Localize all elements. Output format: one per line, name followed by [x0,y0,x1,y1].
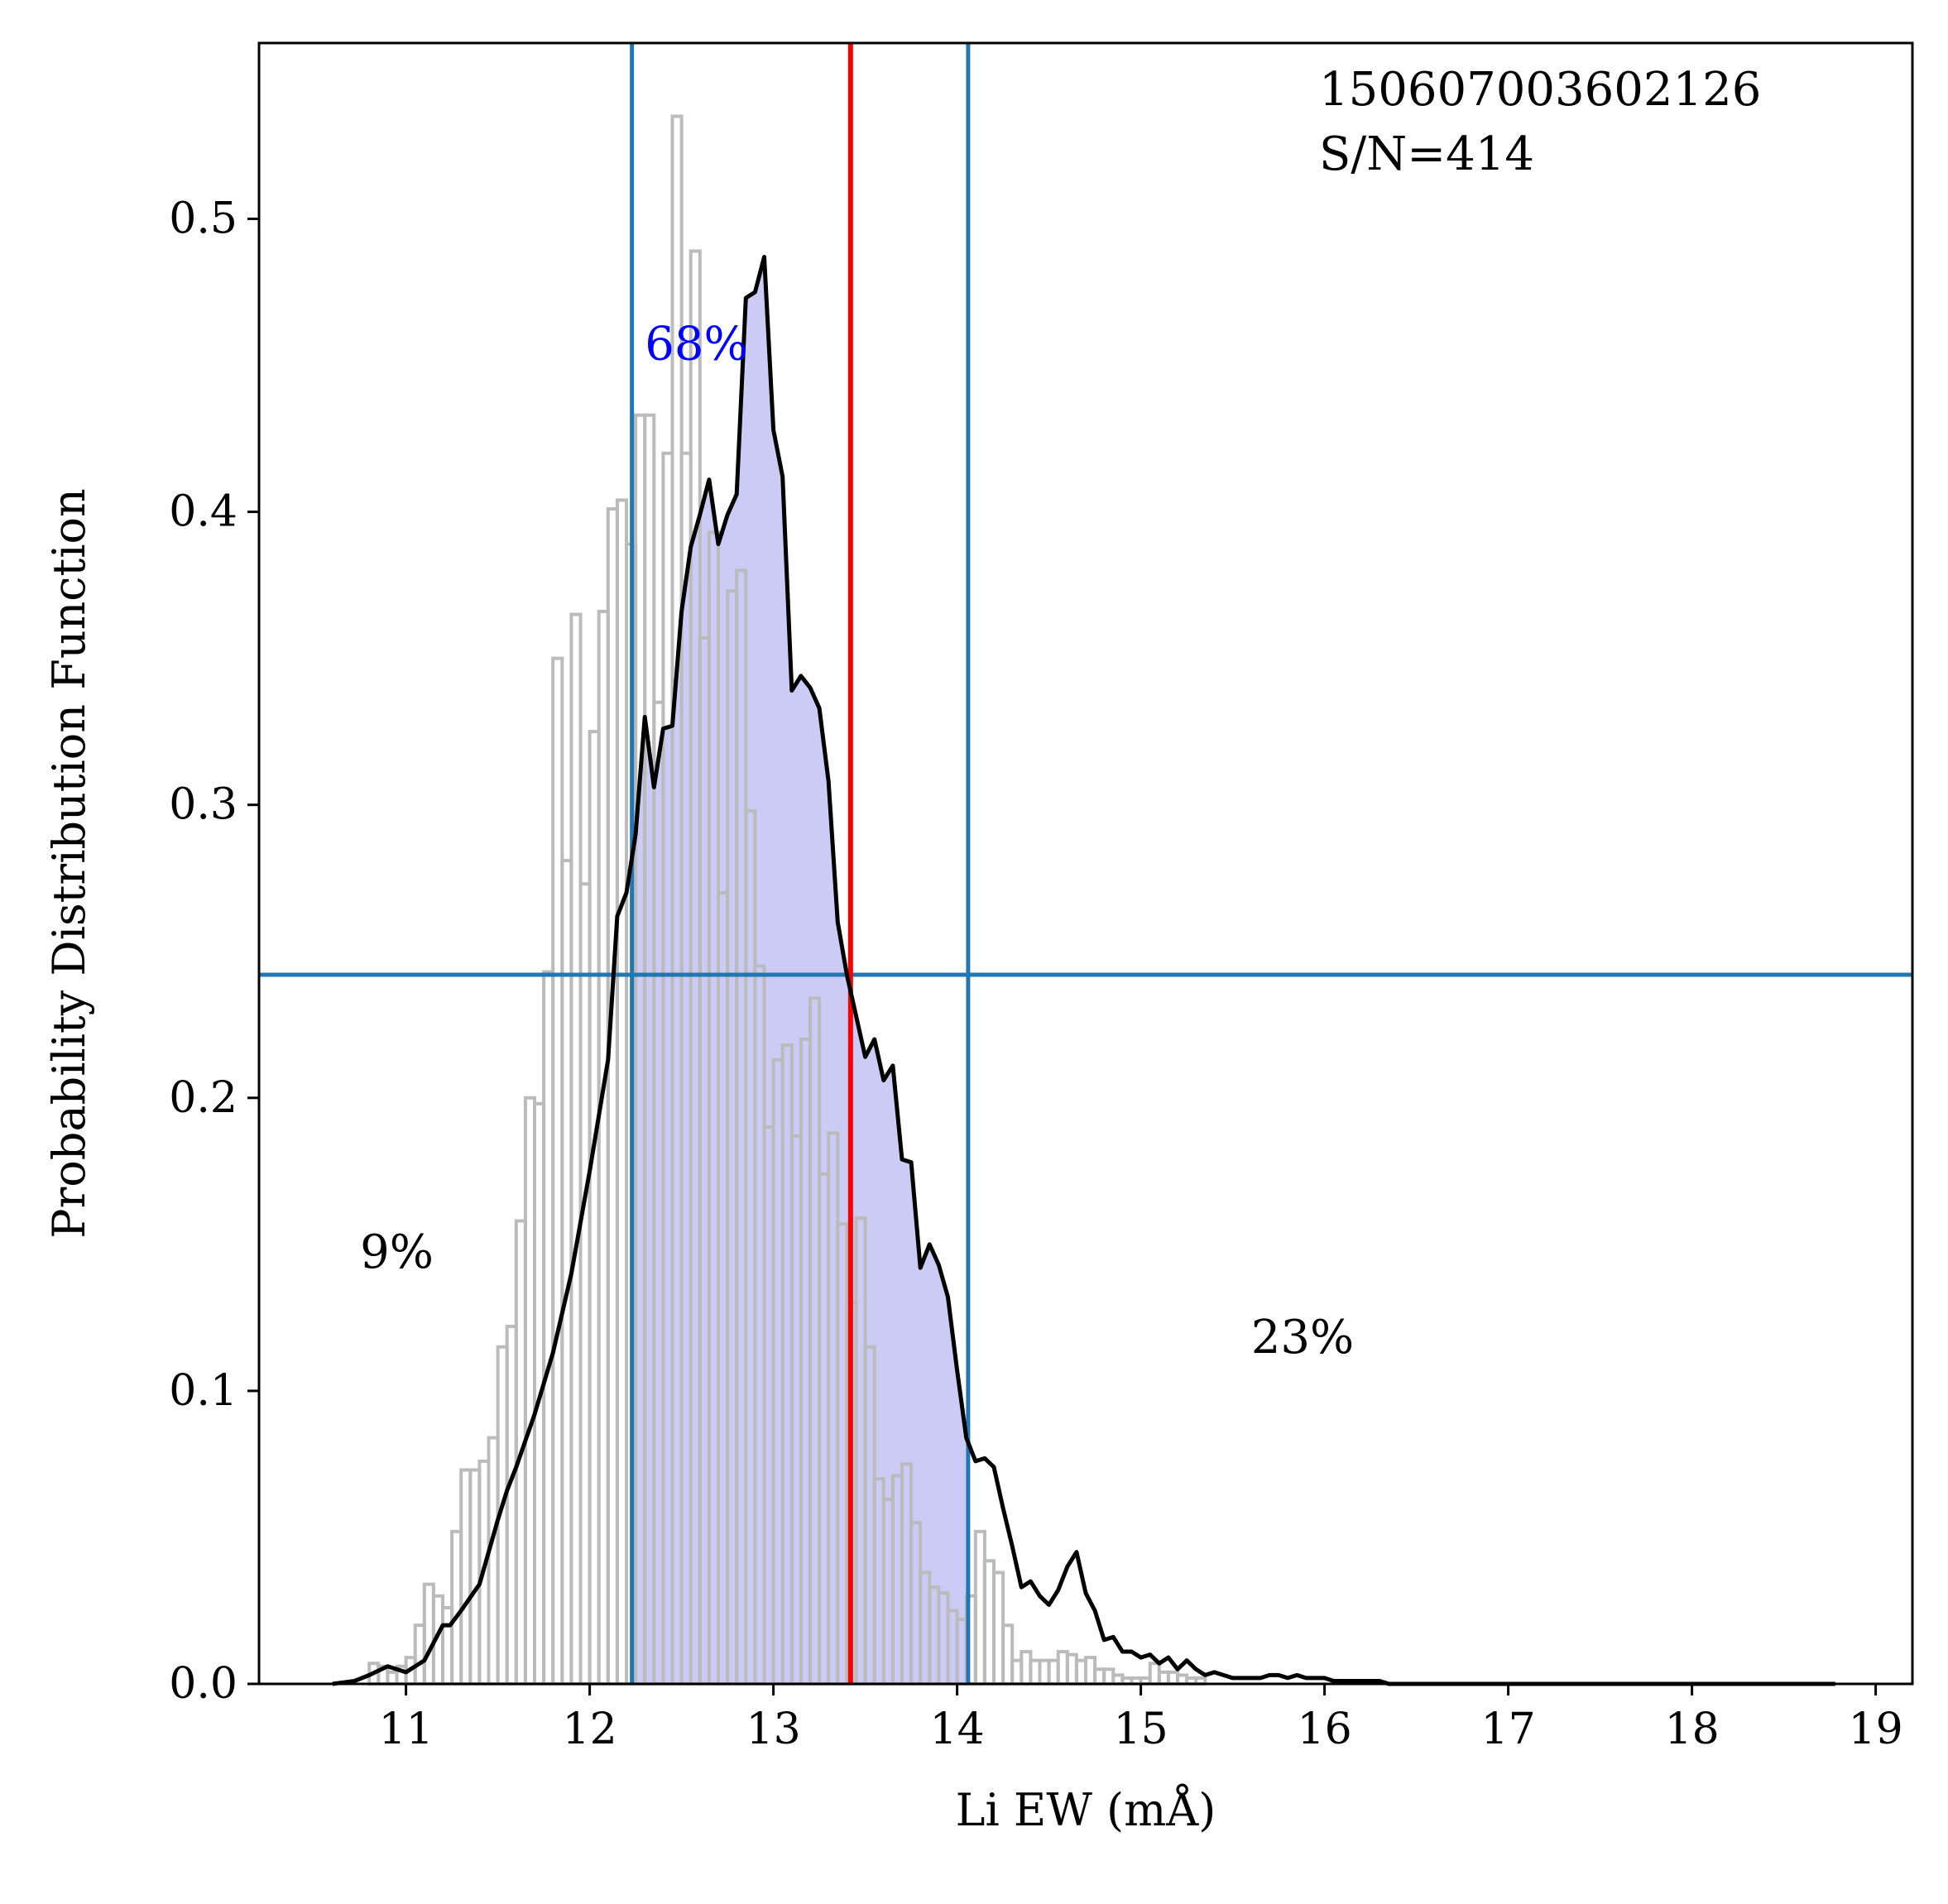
interval-fill-layer [631,257,968,1685]
snr-label: S/N=414 [1319,127,1534,181]
x-tick-label: 16 [1298,1705,1352,1754]
y-tick-label: 0.4 [169,487,238,537]
x-tick-label: 18 [1665,1705,1720,1754]
y-tick-label: 0.5 [169,194,238,243]
x-tick-label: 11 [379,1705,434,1754]
x-tick-label: 19 [1849,1705,1903,1754]
x-axis-label: Li EW (mÅ) [956,1782,1216,1836]
reference-lines-layer [259,43,1912,1684]
y-tick-label: 0.3 [169,780,238,830]
x-tick-label: 13 [746,1705,801,1754]
y-tick-label: 0.2 [169,1073,238,1123]
interval-fill [631,257,968,1685]
star-id-label: 150607003602126 [1319,63,1761,117]
x-tick-label: 17 [1481,1705,1536,1754]
central-percent-label: 68% [645,317,747,371]
x-tick-label: 12 [563,1705,617,1754]
axis-ticks: 11 12 13 14 15 16 17 18 19 0.0 0.1 0.2 0.3 0.4 0.5 [169,194,1902,1754]
plot-frame [257,41,1914,1686]
left-tail-percent-label: 9% [360,1225,434,1279]
right-tail-percent-label: 23% [1251,1311,1354,1364]
y-axis-label: Probability Distribution Function [43,488,95,1239]
x-tick-label: 15 [1114,1705,1168,1754]
x-tick-label: 14 [930,1705,985,1754]
y-tick-label: 0.0 [169,1659,238,1709]
y-tick-label: 0.1 [169,1366,238,1416]
